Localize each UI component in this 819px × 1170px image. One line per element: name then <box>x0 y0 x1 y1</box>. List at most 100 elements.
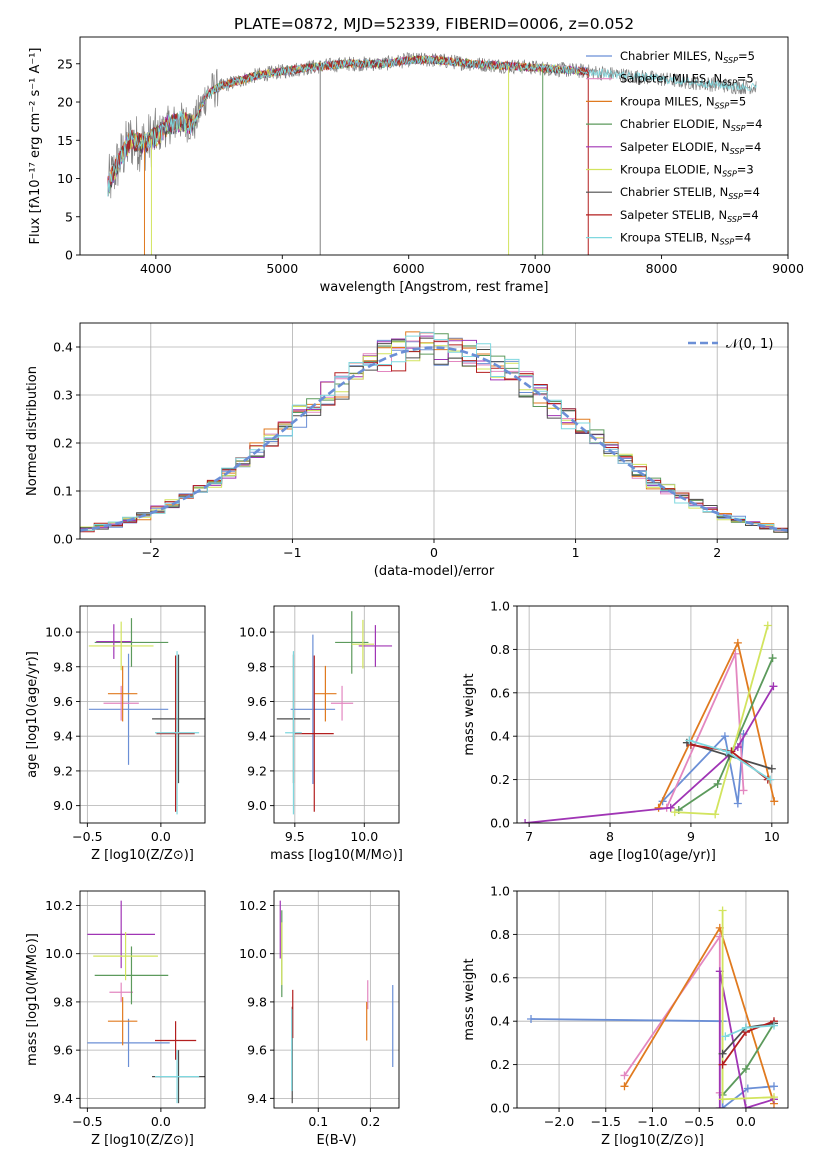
x-tick-label: −1.5 <box>591 1114 621 1129</box>
plot-area <box>521 621 779 823</box>
x-tick-label: −1.0 <box>637 1114 667 1129</box>
chart-4: 9.5 10.0 9.0 9.2 9.4 9.6 9.8 10.0 mass [log10(M/… <box>239 605 403 863</box>
x-tick-label: 7000 <box>519 261 551 276</box>
y-tick-label: 0.4 <box>53 340 73 355</box>
y-tick-label: 0.1 <box>53 484 73 499</box>
x-tick-label: 0.1 <box>308 1114 328 1129</box>
x-tick-label: 0.0 <box>736 1114 756 1129</box>
marker <box>686 740 695 749</box>
marker <box>718 1049 727 1058</box>
chart-7: 0.1 0.2 9.4 9.6 9.8 10.0 10.2 E(B-V) <box>239 890 400 1148</box>
chart-6: −0.5 0.0 9.4 9.6 9.8 10.0 10.2 Z [log10(Z/Z⊙)] m… <box>25 890 206 1148</box>
x-axis-label: age [log10(age/yr)] <box>589 848 716 863</box>
marker <box>721 1032 730 1041</box>
axes-frame <box>273 605 400 824</box>
y-tick-label: 0.4 <box>490 729 510 744</box>
y-tick-label: 9.8 <box>53 994 73 1009</box>
y-tick-label: 0.6 <box>490 970 510 985</box>
plot-area <box>527 906 778 1108</box>
axes-frame <box>79 36 789 256</box>
marker <box>720 732 729 741</box>
y-tick-label: 9.6 <box>247 694 267 709</box>
grid <box>80 891 205 1108</box>
y-tick-label: 9.6 <box>53 1043 73 1058</box>
marker <box>743 1084 752 1093</box>
marker <box>685 736 694 745</box>
marker <box>741 1104 750 1108</box>
marker <box>741 1023 750 1032</box>
marker <box>718 1095 727 1104</box>
y-axis-label: age [log10(age/yr)] <box>25 651 40 778</box>
weight-line-6 <box>721 910 775 1101</box>
marker <box>718 1060 727 1069</box>
model-spectrum-9 <box>107 55 757 197</box>
weight-line-2 <box>623 933 721 1093</box>
x-tick-label: 9.5 <box>285 829 305 844</box>
x-tick-label: −1 <box>283 545 301 560</box>
x-tick-label: 9 <box>687 829 695 844</box>
marker <box>666 803 675 812</box>
y-tick-label: 9.8 <box>247 994 267 1009</box>
x-tick-label: 4000 <box>140 261 172 276</box>
y-tick-label: 9.6 <box>53 694 73 709</box>
chart-title: PLATE=0872, MJD=52339, FIBERID=0006, z=0… <box>234 15 634 33</box>
y-tick-label: 0.2 <box>490 772 510 787</box>
marker <box>770 797 779 806</box>
y-tick-label: 10.0 <box>239 625 267 640</box>
marker <box>769 1082 778 1091</box>
marker <box>620 1082 629 1091</box>
y-tick-label: 0 <box>65 248 73 263</box>
marker <box>763 621 772 630</box>
legend-entry: Kroupa MILES, NSSP=5 <box>620 94 746 110</box>
x-axis-label: Z [log10(Z/Z⊙)] <box>91 848 194 863</box>
marker <box>718 906 727 915</box>
marker <box>733 799 742 808</box>
marker <box>767 764 776 773</box>
plot-area <box>87 900 205 1104</box>
legend-entry: Salpeter MILES, NSSP=5 <box>620 72 754 88</box>
y-tick-label: 10.0 <box>45 625 73 640</box>
marker <box>527 1015 536 1024</box>
marker <box>733 638 742 647</box>
y-tick-label: 9.8 <box>247 659 267 674</box>
legend: Chabrier MILES, NSSP=5 Salpeter MILES, NS… <box>586 49 762 247</box>
y-tick-label: 15 <box>57 133 73 148</box>
marker <box>768 654 777 663</box>
marker <box>769 1093 778 1102</box>
marker <box>766 775 775 784</box>
histogram-step-9 <box>80 331 788 531</box>
marker <box>620 1071 629 1080</box>
y-tick-label: 1.0 <box>490 599 510 614</box>
plot-area <box>107 52 757 255</box>
x-tick-label: 6000 <box>393 261 425 276</box>
x-tick-label: 0.0 <box>151 1114 171 1129</box>
marker <box>711 810 720 819</box>
y-tick-label: 9.6 <box>247 1043 267 1058</box>
axes-frame <box>516 605 789 824</box>
y-tick-label: 0.0 <box>53 532 73 547</box>
axes-frame <box>79 605 206 824</box>
legend-entry: Kroupa STELIB, NSSP=4 <box>620 231 751 247</box>
y-tick-label: 10.0 <box>45 946 73 961</box>
y-tick-label: 20 <box>57 95 73 110</box>
x-tick-label: 0.2 <box>360 1114 380 1129</box>
axes-frame <box>79 322 789 540</box>
legend-entry: Kroupa ELODIE, NSSP=3 <box>620 163 754 179</box>
y-tick-label: 0.6 <box>490 685 510 700</box>
chart-1: 4000 5000 6000 7000 8000 9000 0 5 10 15 20 25 wavele… <box>28 15 804 295</box>
y-tick-label: 0.2 <box>490 1057 510 1072</box>
x-tick-label: 0.0 <box>151 829 171 844</box>
marker <box>654 803 663 812</box>
marker <box>722 747 731 756</box>
chart-5: 7 8 9 10 0.0 0.2 0.4 0.6 0.8 1.0 age [log10(age/yr… <box>462 599 789 863</box>
x-tick-label: 10.0 <box>350 829 378 844</box>
y-tick-label: 9.2 <box>53 763 73 778</box>
y-axis-label: mass weight <box>462 673 477 755</box>
x-tick-label: −0.5 <box>72 1114 102 1129</box>
x-tick-label: −2.0 <box>544 1114 574 1129</box>
x-tick-label: −2 <box>142 545 160 560</box>
plot-area <box>279 900 394 1104</box>
axes-frame <box>79 890 206 1109</box>
weight-line-5 <box>718 971 775 1108</box>
y-tick-label: 0.0 <box>490 816 510 831</box>
